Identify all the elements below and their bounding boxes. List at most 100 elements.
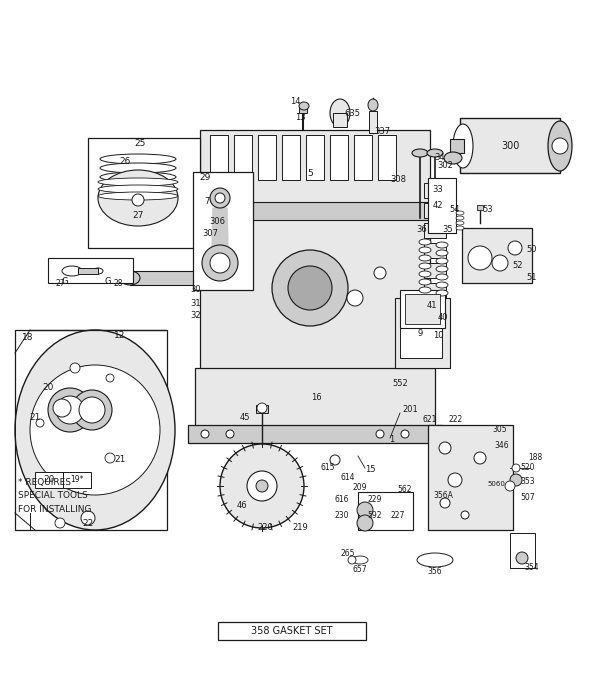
Text: 45: 45 [240, 414, 250, 422]
Text: 300: 300 [501, 141, 519, 151]
Ellipse shape [548, 121, 572, 171]
Text: 657: 657 [353, 565, 368, 574]
Bar [78, 268, 98, 274]
Text: 27: 27 [132, 210, 144, 220]
Circle shape [55, 473, 65, 483]
Circle shape [55, 518, 65, 528]
Bar [130, 271, 205, 285]
Ellipse shape [100, 163, 176, 173]
Bar [88, 138, 200, 248]
Ellipse shape [436, 266, 448, 272]
Text: 307: 307 [202, 229, 218, 239]
Text: 220: 220 [257, 523, 273, 532]
Text: 21: 21 [114, 456, 126, 464]
Circle shape [348, 556, 356, 564]
Bar [195, 368, 435, 430]
Circle shape [512, 464, 520, 472]
Text: 25: 25 [135, 138, 146, 148]
Text: 21: 21 [30, 414, 41, 422]
Circle shape [30, 365, 160, 495]
Text: 32: 32 [191, 311, 201, 319]
Text: G: G [62, 277, 68, 287]
Ellipse shape [436, 290, 448, 296]
Bar [63, 472, 91, 488]
Ellipse shape [98, 178, 178, 186]
Ellipse shape [98, 170, 178, 226]
Bar [395, 298, 450, 368]
Ellipse shape [299, 102, 309, 110]
Circle shape [468, 246, 492, 270]
Circle shape [201, 430, 209, 438]
Text: 12: 12 [114, 332, 126, 340]
Ellipse shape [330, 99, 350, 127]
Text: 615: 615 [321, 464, 335, 473]
Circle shape [357, 502, 373, 518]
Text: G: G [105, 277, 112, 287]
Circle shape [226, 430, 234, 438]
Ellipse shape [427, 149, 443, 157]
Circle shape [474, 452, 486, 464]
Text: 5060: 5060 [487, 481, 505, 487]
Ellipse shape [368, 99, 378, 111]
Bar [462, 228, 532, 283]
Circle shape [330, 455, 340, 465]
Text: 305: 305 [493, 426, 507, 435]
Text: 18: 18 [22, 334, 34, 342]
Bar [424, 283, 446, 298]
Text: 188: 188 [528, 454, 542, 462]
Ellipse shape [15, 330, 175, 530]
Ellipse shape [98, 185, 178, 193]
Text: 621: 621 [423, 416, 437, 424]
Circle shape [132, 194, 144, 206]
Circle shape [357, 515, 373, 531]
Bar [510, 533, 535, 568]
Polygon shape [212, 208, 228, 248]
Circle shape [247, 471, 277, 501]
Ellipse shape [436, 274, 448, 280]
Circle shape [220, 444, 304, 528]
Ellipse shape [98, 192, 178, 200]
Bar [460, 118, 560, 173]
Bar [15, 330, 167, 530]
Circle shape [53, 399, 71, 417]
Text: 34: 34 [435, 153, 445, 163]
Text: 28: 28 [113, 279, 123, 287]
Text: 41: 41 [427, 302, 437, 311]
Ellipse shape [419, 255, 431, 261]
Ellipse shape [352, 556, 368, 564]
Ellipse shape [436, 282, 448, 288]
Circle shape [56, 396, 84, 424]
Ellipse shape [419, 271, 431, 277]
Text: 358 GASKET SET: 358 GASKET SET [251, 626, 333, 636]
Bar [188, 425, 442, 443]
Text: 222: 222 [449, 416, 463, 424]
Ellipse shape [436, 250, 448, 256]
Text: 507: 507 [521, 494, 535, 502]
Text: 7: 7 [204, 197, 209, 207]
Text: 5: 5 [307, 169, 313, 178]
Circle shape [105, 453, 115, 463]
Ellipse shape [120, 271, 140, 285]
Circle shape [257, 403, 267, 413]
Text: 20: 20 [42, 384, 54, 393]
Text: 229: 229 [368, 496, 382, 504]
Text: 16: 16 [311, 393, 322, 403]
Circle shape [461, 511, 469, 519]
Circle shape [552, 138, 568, 154]
Ellipse shape [456, 221, 464, 225]
Text: 50: 50 [527, 245, 537, 254]
Circle shape [210, 253, 230, 273]
Bar [299, 106, 307, 113]
Text: 201: 201 [402, 405, 418, 414]
Text: 337: 337 [374, 127, 390, 136]
Text: 53: 53 [483, 205, 493, 214]
Text: 33: 33 [432, 186, 443, 195]
Text: eReplacementParts.com: eReplacementParts.com [127, 401, 313, 416]
Text: 42: 42 [432, 201, 443, 210]
Ellipse shape [62, 266, 82, 276]
Bar [218, 622, 366, 640]
Text: 46: 46 [237, 500, 247, 509]
Text: 19*: 19* [70, 475, 84, 485]
Circle shape [256, 480, 268, 492]
Ellipse shape [456, 226, 464, 230]
